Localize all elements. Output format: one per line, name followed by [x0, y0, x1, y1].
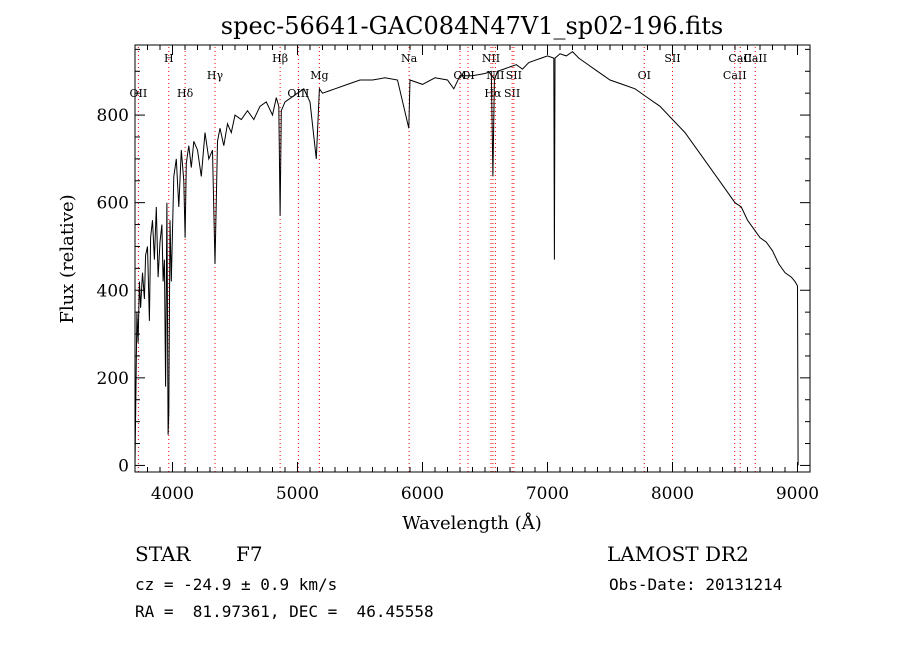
object-class-label: STAR	[135, 542, 191, 566]
y-tick-label: 0	[118, 456, 129, 476]
spectral-line-label: CaII	[743, 52, 767, 65]
spectrum-series	[134, 50, 799, 466]
x-tick-label: 6000	[401, 484, 444, 504]
x-tick-label: 9000	[776, 484, 819, 504]
y-tick-label: 600	[97, 194, 129, 214]
spectral-line-label: OI	[638, 69, 651, 82]
spectral-line-label: CaII	[723, 69, 747, 82]
spectral-line-label: SII	[504, 87, 520, 100]
object-subclass-label: F7	[236, 542, 263, 566]
spectral-line-label: CaII	[728, 52, 752, 65]
obs-date-label: Obs-Date: 20131214	[609, 575, 783, 594]
spectral-line-label: NII	[486, 69, 504, 82]
spectral-line-label: H	[164, 52, 174, 65]
chart-title: spec-56641-GAC084N47V1_sp02-196.fits	[221, 12, 723, 40]
y-tick-label: 800	[97, 106, 129, 126]
y-tick-label: 400	[97, 281, 129, 301]
x-tick-label: 7000	[526, 484, 569, 504]
spectral-line-label: Hδ	[177, 87, 194, 100]
x-axis-label: Wavelength (Å)	[402, 512, 542, 534]
axes: 4000 5000 6000 7000 8000 9000 0 200 400 600 800	[97, 45, 819, 504]
x-tick-label: 8000	[651, 484, 694, 504]
coordinates-label: RA = 81.97361, DEC = 46.45558	[135, 602, 434, 621]
spectral-line-label: SII	[664, 52, 680, 65]
spectral-line-label: Na	[401, 52, 418, 65]
spectrum-line	[134, 50, 799, 466]
y-axis-label: Flux (relative)	[57, 194, 78, 323]
x-tick-label: 5000	[276, 484, 319, 504]
spectral-line-label: Mg	[310, 69, 328, 82]
plot-frame	[134, 44, 811, 473]
spectral-line-label: Hβ	[272, 52, 288, 65]
spectral-line-label: NII	[482, 52, 500, 65]
x-tick-label: 4000	[151, 484, 194, 504]
y-tick-label: 200	[97, 369, 129, 389]
survey-label: LAMOST DR2	[607, 542, 749, 566]
redshift-label: cz = -24.9 ± 0.9 km/s	[135, 575, 338, 594]
spectral-line-label: Hα	[484, 87, 502, 100]
spectral-line-label: SII	[506, 69, 522, 82]
spectral-line-label: Hγ	[207, 69, 224, 82]
